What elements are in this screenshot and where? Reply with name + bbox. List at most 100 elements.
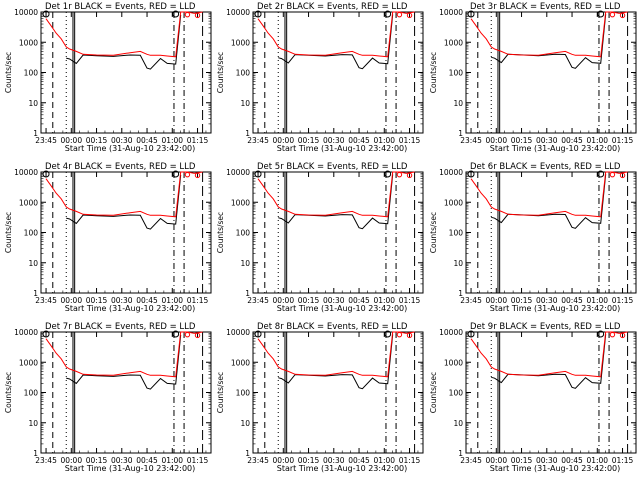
plot-title: Det 9r BLACK = Events, RED = LLD xyxy=(470,322,621,332)
event-point-marker xyxy=(172,330,180,338)
x-tick-label: 00:45 xyxy=(348,296,370,305)
lld-series-line xyxy=(470,11,628,58)
plot-panel: Det 4r BLACK = Events, RED = LLD 1 10 100 10… xyxy=(4,162,212,313)
x-tick-label: 00:45 xyxy=(561,136,583,145)
x-tick-label: 23:45 xyxy=(460,296,482,305)
plot-panel: Det 9r BLACK = Events, RED = LLD 1 10 100 10… xyxy=(429,322,637,473)
x-tick-label: 00:30 xyxy=(323,136,345,145)
x-tick-label: 00:15 xyxy=(298,136,320,145)
events-series-line xyxy=(66,14,182,70)
y-axis-label: Counts/sec xyxy=(429,212,438,253)
x-tick-label: 23:45 xyxy=(35,136,57,145)
y-tick-label: 1 xyxy=(33,289,38,298)
x-tick-label: 01:15 xyxy=(399,136,421,145)
plot-panel: Det 6r BLACK = Events, RED = LLD 1 10 100 10… xyxy=(429,162,637,313)
y-axis-label: Counts/sec xyxy=(4,372,13,413)
lld-point-marker xyxy=(619,332,626,339)
x-tick-label: 01:15 xyxy=(612,136,634,145)
plot-panel: Det 5r BLACK = Events, RED = LLD 1 10 100 10… xyxy=(216,162,424,313)
x-tick-label: 01:15 xyxy=(399,456,421,465)
y-tick-label: 10000 xyxy=(14,168,38,177)
event-point-marker xyxy=(42,10,50,18)
events-series-line xyxy=(66,334,182,390)
lld-point-marker xyxy=(396,171,403,178)
y-tick-label: 1000 xyxy=(231,38,250,47)
lld-point-marker xyxy=(406,12,413,19)
events-series-line xyxy=(491,174,607,229)
x-tick-label: 00:00 xyxy=(272,296,294,305)
x-tick-label: 00:45 xyxy=(136,136,158,145)
y-tick-label: 100 xyxy=(24,389,39,398)
event-point-marker xyxy=(42,170,50,178)
x-tick-label: 00:30 xyxy=(536,296,558,305)
y-tick-label: 10 xyxy=(28,259,38,268)
y-tick-label: 100 xyxy=(449,229,464,238)
x-tick-label: 01:15 xyxy=(187,296,209,305)
lld-point-marker xyxy=(194,172,201,179)
x-tick-label: 00:45 xyxy=(136,456,158,465)
x-tick-label: 00:00 xyxy=(485,456,507,465)
x-tick-label: 01:00 xyxy=(586,456,608,465)
event-point-marker xyxy=(254,170,262,178)
event-point-marker xyxy=(467,330,475,338)
lld-point-marker xyxy=(184,331,191,338)
x-tick-label: 00:30 xyxy=(536,136,558,145)
event-point-marker xyxy=(254,330,262,338)
x-tick-label: 01:00 xyxy=(161,136,183,145)
plot-title: Det 2r BLACK = Events, RED = LLD xyxy=(257,2,408,12)
y-tick-label: 100 xyxy=(236,229,251,238)
lld-point-marker xyxy=(619,12,626,19)
x-tick-label: 00:15 xyxy=(86,296,108,305)
x-tick-label: 23:45 xyxy=(247,456,269,465)
y-axis-label: Counts/sec xyxy=(216,212,225,253)
y-tick-label: 100 xyxy=(24,69,39,78)
x-tick-label: 01:00 xyxy=(373,136,395,145)
y-tick-label: 1000 xyxy=(19,358,38,367)
y-tick-label: 10000 xyxy=(439,168,463,177)
y-tick-label: 10 xyxy=(240,259,250,268)
lld-point-marker xyxy=(619,172,626,179)
x-tick-label: 00:45 xyxy=(561,296,583,305)
event-point-marker xyxy=(384,170,392,178)
y-tick-label: 1 xyxy=(33,449,38,458)
lld-point-marker xyxy=(184,171,191,178)
y-tick-label: 1000 xyxy=(19,198,38,207)
x-tick-label: 00:00 xyxy=(60,136,82,145)
x-tick-label: 00:15 xyxy=(298,296,320,305)
x-axis-label: Start Time (31-Aug-10 23:42:00) xyxy=(65,464,196,473)
y-tick-label: 10 xyxy=(453,99,463,108)
lld-series-line xyxy=(470,171,628,218)
y-axis-label: Counts/sec xyxy=(4,52,13,93)
lld-point-marker xyxy=(184,11,191,18)
y-tick-label: 10 xyxy=(453,259,463,268)
y-tick-label: 1000 xyxy=(231,198,250,207)
y-tick-label: 10000 xyxy=(439,328,463,337)
x-tick-label: 00:30 xyxy=(536,456,558,465)
x-tick-label: 23:45 xyxy=(35,456,57,465)
y-tick-label: 1000 xyxy=(444,198,463,207)
y-tick-label: 100 xyxy=(24,229,39,238)
x-tick-label: 23:45 xyxy=(247,136,269,145)
lld-point-marker xyxy=(609,11,616,18)
plot-title: Det 4r BLACK = Events, RED = LLD xyxy=(45,162,196,172)
x-tick-label: 00:00 xyxy=(60,296,82,305)
y-tick-label: 1 xyxy=(458,129,463,138)
plot-title: Det 8r BLACK = Events, RED = LLD xyxy=(257,322,408,332)
x-tick-label: 23:45 xyxy=(35,296,57,305)
x-tick-label: 01:00 xyxy=(161,296,183,305)
y-tick-label: 1000 xyxy=(19,38,38,47)
x-tick-label: 00:30 xyxy=(323,456,345,465)
x-tick-label: 23:45 xyxy=(460,456,482,465)
plot-title: Det 3r BLACK = Events, RED = LLD xyxy=(470,2,621,12)
x-tick-label: 00:15 xyxy=(511,296,533,305)
y-axis-label: Counts/sec xyxy=(216,372,225,413)
lld-point-marker xyxy=(609,331,616,338)
lld-series-line xyxy=(45,11,203,58)
y-axis-label: Counts/sec xyxy=(429,372,438,413)
plot-panel: Det 2r BLACK = Events, RED = LLD 1 10 100 10… xyxy=(216,2,424,153)
x-tick-label: 00:15 xyxy=(511,456,533,465)
lld-point-marker xyxy=(406,172,413,179)
x-tick-label: 01:15 xyxy=(612,296,634,305)
y-tick-label: 100 xyxy=(449,69,464,78)
